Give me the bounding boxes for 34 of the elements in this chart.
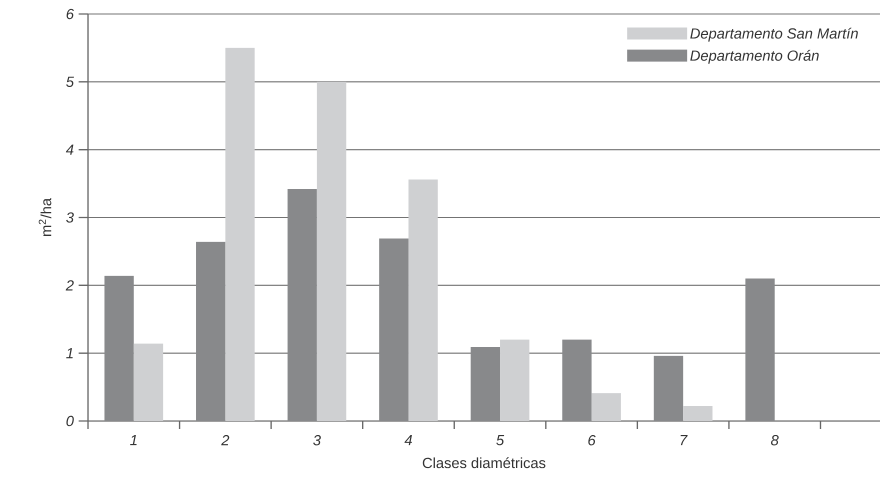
bar <box>288 189 317 421</box>
x-axis-title: Clases diamétricas <box>422 457 546 468</box>
bar <box>500 340 530 421</box>
legend-label: Departamento Orán <box>690 50 819 64</box>
y-tick-label: 2 <box>66 280 74 290</box>
x-tick-label: 4 <box>404 435 412 446</box>
bar <box>654 356 684 421</box>
y-axis-title: m$^{2}$/ha <box>38 198 52 236</box>
bar <box>196 242 226 421</box>
x-tick-label: 1 <box>130 435 137 446</box>
y-tick-label: 1 <box>66 348 73 358</box>
x-tick-label: 2 <box>221 435 230 446</box>
bar <box>225 48 255 421</box>
x-tick-label: 5 <box>496 435 504 446</box>
x-tick-label: 6 <box>588 435 596 446</box>
bar <box>408 180 438 421</box>
y-tick-label: 5 <box>66 76 74 87</box>
x-tick-label: 7 <box>680 435 688 446</box>
bar <box>104 276 134 421</box>
y-tick-label: 3 <box>66 212 74 223</box>
bar <box>379 238 408 421</box>
bar <box>470 347 500 421</box>
y-tick-label: 0 <box>66 416 74 426</box>
bar <box>316 82 346 421</box>
x-tick-label: 8 <box>771 435 779 446</box>
x-tick-label: 3 <box>313 435 321 446</box>
y-tick-label: 6 <box>66 8 74 20</box>
bar <box>592 393 621 421</box>
bar <box>134 344 164 421</box>
bar <box>745 278 775 421</box>
bar <box>683 406 712 421</box>
bar <box>562 340 592 421</box>
y-tick-label: 4 <box>66 144 74 155</box>
legend-label: Departamento San Martín <box>690 28 858 42</box>
